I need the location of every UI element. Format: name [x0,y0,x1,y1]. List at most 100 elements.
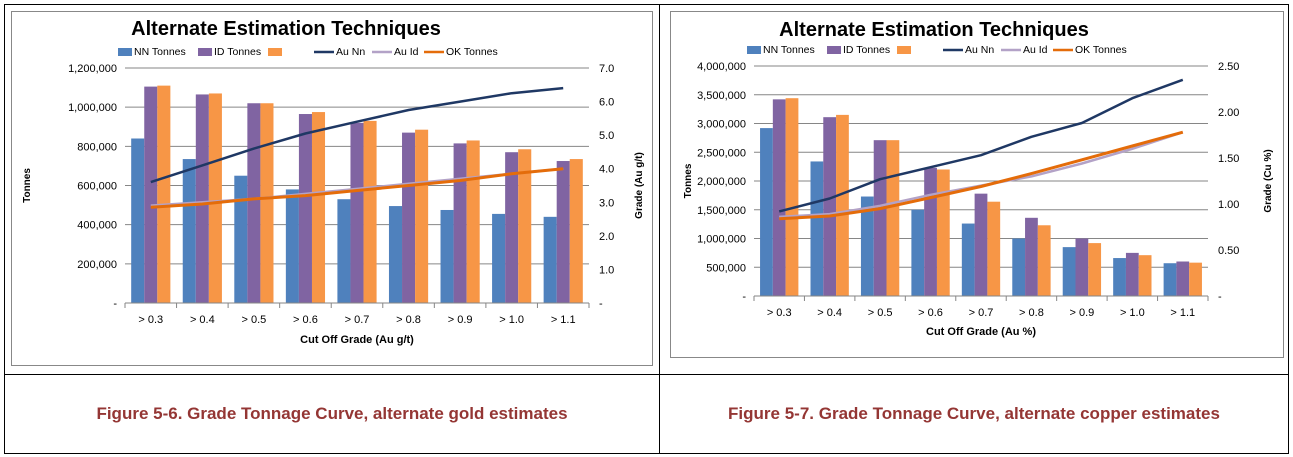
gold-bar-id-tonnes [247,103,261,303]
copper-bar-nn-tonnes [760,128,773,296]
gold-y2-tick-label: 3.0 [599,197,614,209]
gold-y-tick-label: 800,000 [77,141,117,153]
gold-legend-swatch [268,48,282,56]
gold-bar-nn-tonnes [388,206,403,303]
copper-y-tick-label: - [742,291,746,303]
copper-category-label: > 1.1 [1170,307,1195,319]
gold-bar-nn-tonnes [131,138,145,303]
copper-y-tick-label: 2,500,000 [697,147,746,159]
gold-y2-tick-label: 2.0 [599,231,614,243]
copper-bar-nn-tonnes [1163,263,1177,296]
gold-bar-id-tonnes [402,132,416,303]
copper-bar-ok-tonnes [785,98,799,296]
gold-y-tick-label: 1,200,000 [68,63,117,75]
copper-y-axis-label: Tonnes [683,163,694,198]
gold-legend-label: OK Tonnes [446,46,498,58]
copper-y2-tick-label: 1.00 [1218,199,1239,211]
gold-bar-ok-tonnes [208,93,222,303]
gold-y-tick-label: 400,000 [77,220,117,232]
caption-copper: Figure 5-7. Grade Tonnage Curve, alterna… [728,404,1220,423]
gold-y-tick-label: 200,000 [77,259,117,271]
gold-y-tick-label: - [113,298,117,310]
gold-bar-ok-tonnes [157,85,171,303]
chart-cell-copper: Alternate Estimation Techniques - 500,000 1… [659,4,1289,375]
caption-gold: Figure 5-6. Grade Tonnage Curve, alterna… [96,404,568,423]
gold-category-label: > 0.3 [138,314,163,326]
gold-y-axis-label: Tonnes [22,168,33,203]
gold-bar-nn-tonnes [543,216,557,303]
gold-title: Alternate Estimation Techniques [131,18,441,40]
gold-bar-id-tonnes [505,152,519,303]
copper-y2-tick-label: - [1218,291,1222,303]
copper-bar-ok-tonnes [1088,243,1102,296]
copper-legend-label: NN Tonnes [763,44,815,56]
copper-bar-ok-tonnes [886,140,900,296]
copper-category-label: > 0.4 [817,307,842,319]
copper-category-label: > 0.8 [1019,307,1044,319]
gold-category-label: > 0.9 [448,314,473,326]
gold-bar-id-tonnes [144,86,158,304]
gold-legend-label: ID Tonnes [214,46,261,58]
gold-bar-id-tonnes [350,122,364,303]
copper-legend-label: Au Id [1023,44,1048,56]
copper-bar-ok-tonnes [836,114,849,296]
copper-bar-nn-tonnes [911,209,925,296]
gold-bar-nn-tonnes [285,189,299,303]
gold-category-label: > 0.7 [345,314,370,326]
copper-category-label: > 1.0 [1120,307,1145,319]
gold-bar-ok-tonnes [569,159,583,303]
gold-y2-axis-label: Grade (Au g/t) [634,152,645,219]
copper-bar-nn-tonnes [961,223,975,296]
gold-category-label: > 0.4 [190,314,215,326]
caption-cell-gold: Figure 5-6. Grade Tonnage Curve, alterna… [4,374,660,454]
copper-bar-id-tonnes [772,99,786,296]
copper-legend-label: Au Nn [965,44,994,56]
gold-legend-swatch [118,48,132,56]
gold-category-label: > 1.1 [551,314,576,326]
copper-bar-ok-tonnes [987,201,1001,296]
copper-chart: Alternate Estimation Techniques - 500,000 1… [683,19,1274,338]
gold-bar-ok-tonnes [260,103,274,303]
copper-bar-nn-tonnes [1062,247,1076,296]
copper-y-tick-label: 1,000,000 [697,234,746,246]
chart-frame-gold: Alternate Estimation Techniques - 200,000 4… [11,11,653,366]
gold-legend-label: NN Tonnes [134,46,186,58]
copper-bar-id-tonnes [974,193,988,296]
gold-bar-nn-tonnes [440,209,454,303]
copper-y-tick-label: 500,000 [706,262,746,274]
copper-legend-swatch [827,46,841,54]
copper-bar-id-tonnes [924,167,937,296]
copper-category-label: > 0.6 [918,307,943,319]
copper-category-label: > 0.3 [767,307,792,319]
copper-bar-nn-tonnes [1113,258,1126,296]
gold-bar-ok-tonnes [363,120,377,303]
copper-bar-ok-tonnes [936,169,950,296]
copper-legend-label: ID Tonnes [843,44,890,56]
gold-bar-ok-tonnes [311,112,326,303]
copper-bar-id-tonnes [1025,217,1038,296]
copper-y2-tick-label: 2.00 [1218,107,1239,119]
gold-line-ok-tonnes [150,167,564,209]
copper-legend-swatch [897,46,911,54]
copper-bar-id-tonnes [873,140,887,296]
gold-category-label: > 1.0 [499,314,524,326]
gold-category-label: > 0.6 [293,314,318,326]
copper-bar-ok-tonnes [1189,262,1202,296]
gold-y-tick-label: 1,000,000 [68,102,117,114]
copper-category-label: > 0.9 [1069,307,1094,319]
figure-table: Alternate Estimation Techniques - 200,000 4… [4,4,1289,454]
gold-bar-id-tonnes [298,114,312,303]
copper-x-axis-label: Cut Off Grade (Au %) [926,326,1036,338]
gold-bar-nn-tonnes [492,213,506,303]
copper-bar-ok-tonnes [1138,255,1152,296]
copper-category-label: > 0.5 [868,307,893,319]
copper-bar-nn-tonnes [810,161,824,296]
gold-y2-tick-label: 5.0 [599,130,614,142]
copper-y-tick-label: 2,000,000 [697,176,746,188]
gold-x-axis-label: Cut Off Grade (Au g/t) [300,334,414,346]
gold-legend-label: Au Nn [336,46,365,58]
copper-bar-id-tonnes [1176,261,1190,296]
gold-bar-ok-tonnes [518,149,532,303]
chart-frame-copper: Alternate Estimation Techniques - 500,000 1… [670,11,1284,358]
copper-y-tick-label: 4,000,000 [697,61,746,73]
